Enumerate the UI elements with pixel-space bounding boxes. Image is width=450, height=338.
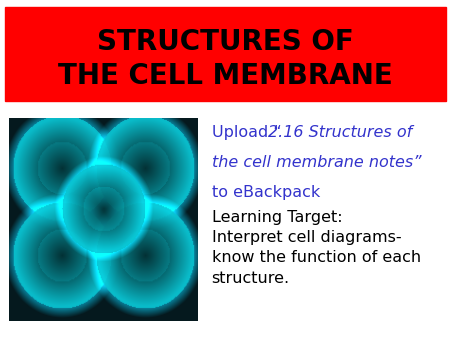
- Text: 2.16 Structures of: 2.16 Structures of: [268, 125, 412, 140]
- Text: to eBackpack: to eBackpack: [212, 185, 320, 199]
- Text: THE CELL MEMBRANE: THE CELL MEMBRANE: [58, 62, 392, 90]
- FancyBboxPatch shape: [4, 7, 446, 101]
- Text: Learning Target:
Interpret cell diagrams-
know the function of each
structure.: Learning Target: Interpret cell diagrams…: [212, 210, 421, 286]
- Text: STRUCTURES OF: STRUCTURES OF: [97, 28, 353, 56]
- Text: the cell membrane notes”: the cell membrane notes”: [212, 155, 421, 170]
- Text: Upload “: Upload “: [212, 125, 281, 140]
